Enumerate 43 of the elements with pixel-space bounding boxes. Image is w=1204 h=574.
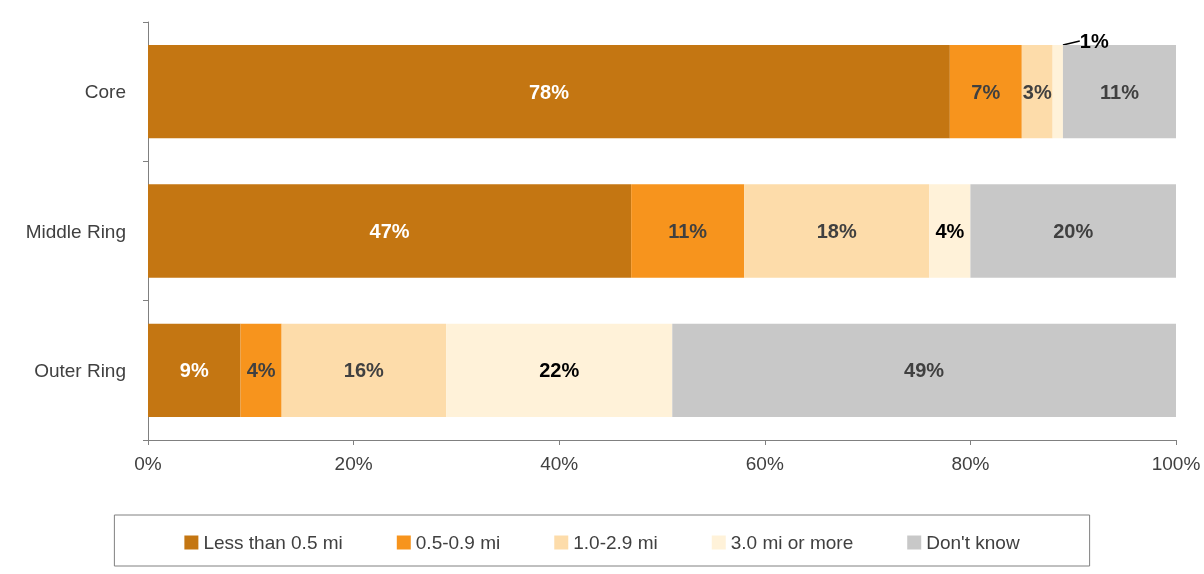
text: 47% — [369, 220, 410, 242]
text: 11% — [668, 220, 708, 242]
bar — [672, 323, 1176, 418]
x-tick-label: 20% — [334, 453, 373, 474]
text: 4% — [246, 359, 276, 382]
text: 22% — [539, 359, 580, 382]
text: 20% — [1053, 220, 1094, 242]
y-tick-label: Outer Ring — [34, 359, 126, 381]
bar — [1052, 44, 1063, 139]
legend-label: 1.0-2.9 mi — [573, 532, 658, 553]
x-tick-label: 0% — [134, 453, 162, 474]
bar — [929, 184, 971, 278]
bar — [148, 184, 632, 278]
legend-label: 3.0 mi or more — [730, 532, 854, 553]
text: 9% — [179, 359, 209, 382]
bar — [446, 323, 673, 418]
y-tick-label: Core — [84, 81, 126, 103]
bar — [240, 323, 282, 418]
text: 3% — [1022, 80, 1052, 103]
bar — [631, 184, 745, 278]
text: 1% — [1079, 29, 1109, 52]
x-tick-label: 80% — [951, 453, 990, 474]
y-tick-label: Middle Ring — [25, 220, 126, 242]
x-tick-label: 100% — [1151, 453, 1201, 474]
text: 18% — [816, 220, 857, 242]
legend-label: Less than 0.5 mi — [203, 532, 343, 553]
text: 4% — [935, 220, 965, 242]
bar — [1021, 44, 1053, 139]
bar — [970, 184, 1176, 278]
text: 49% — [904, 359, 945, 382]
text: 78% — [528, 80, 569, 103]
x-tick-label: 40% — [540, 453, 579, 474]
text: 11% — [1099, 80, 1139, 103]
bar — [281, 323, 447, 418]
legend-label: Don't know — [926, 532, 1020, 553]
bar — [744, 184, 930, 278]
text: 16% — [343, 359, 384, 382]
legend-label: 0.5-0.9 mi — [415, 532, 501, 553]
text: 7% — [971, 80, 1001, 103]
bar — [148, 44, 950, 139]
bar — [148, 323, 241, 418]
x-tick-label: 60% — [745, 453, 784, 474]
bar — [949, 44, 1022, 139]
